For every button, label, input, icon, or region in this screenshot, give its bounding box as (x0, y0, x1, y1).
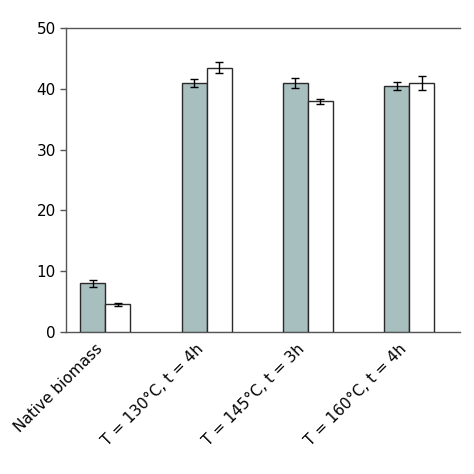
Bar (207, 68, 231, 332)
Bar (182, 83, 207, 332)
Bar (283, 83, 308, 332)
Bar (384, 86, 409, 332)
Bar (105, 304, 130, 332)
Bar (81, 283, 105, 332)
Bar (308, 101, 333, 332)
Bar (409, 83, 434, 332)
